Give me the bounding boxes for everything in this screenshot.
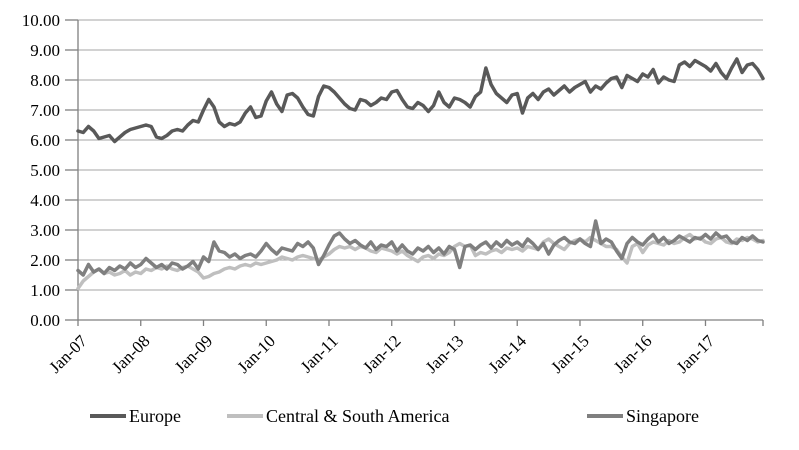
y-axis-tick-label: 2.00 — [30, 251, 60, 270]
legend: Europe Central & South America Singapore — [0, 403, 799, 433]
y-axis-tick-label: 1.00 — [30, 281, 60, 300]
x-axis-tick-label: Jan-15 — [547, 331, 592, 376]
y-axis-tick-label: 4.00 — [30, 191, 60, 210]
x-axis-tick-label: Jan-12 — [359, 331, 404, 376]
legend-item-singapore: Singapore — [587, 403, 699, 429]
series-line-singapore — [76, 219, 765, 277]
x-axis-tick-label: Jan-11 — [297, 331, 342, 376]
y-axis-tick-label: 7.00 — [30, 101, 60, 120]
y-axis-tick-label: 10.00 — [22, 11, 60, 30]
legend-line-swatch-central-south-america — [227, 414, 263, 418]
x-axis-tick-label: Jan-14 — [485, 331, 531, 377]
y-axis-tick-label: 5.00 — [30, 161, 60, 180]
y-axis-tick-label: 3.00 — [30, 221, 60, 240]
y-axis-tick-label: 8.00 — [30, 71, 60, 90]
x-axis-tick-label: Jan-09 — [171, 331, 216, 376]
legend-item-central-south-america: Central & South America — [227, 403, 449, 429]
x-axis-tick-label: Jan-17 — [673, 331, 719, 377]
series-line-central-south-america — [76, 232, 765, 291]
x-axis-tick-label: Jan-16 — [610, 331, 655, 376]
legend-label-central-south-america: Central & South America — [266, 406, 450, 426]
x-axis-tick-label: Jan-13 — [422, 331, 467, 376]
y-axis-tick-label: 6.00 — [30, 131, 60, 150]
series-line-europe — [76, 57, 765, 144]
x-axis-tick-label: Jan-08 — [108, 331, 153, 376]
legend-label-singapore: Singapore — [626, 406, 699, 426]
x-axis-tick-label: Jan-07 — [45, 331, 91, 377]
legend-line-swatch-europe — [90, 414, 126, 418]
legend-line-swatch-singapore — [587, 414, 623, 418]
y-axis-tick-label: 0.00 — [30, 311, 60, 330]
legend-item-europe: Europe — [90, 403, 181, 429]
y-axis-tick-label: 9.00 — [30, 41, 60, 60]
x-axis-tick-label: Jan-10 — [234, 331, 279, 376]
legend-label-europe: Europe — [129, 406, 181, 426]
